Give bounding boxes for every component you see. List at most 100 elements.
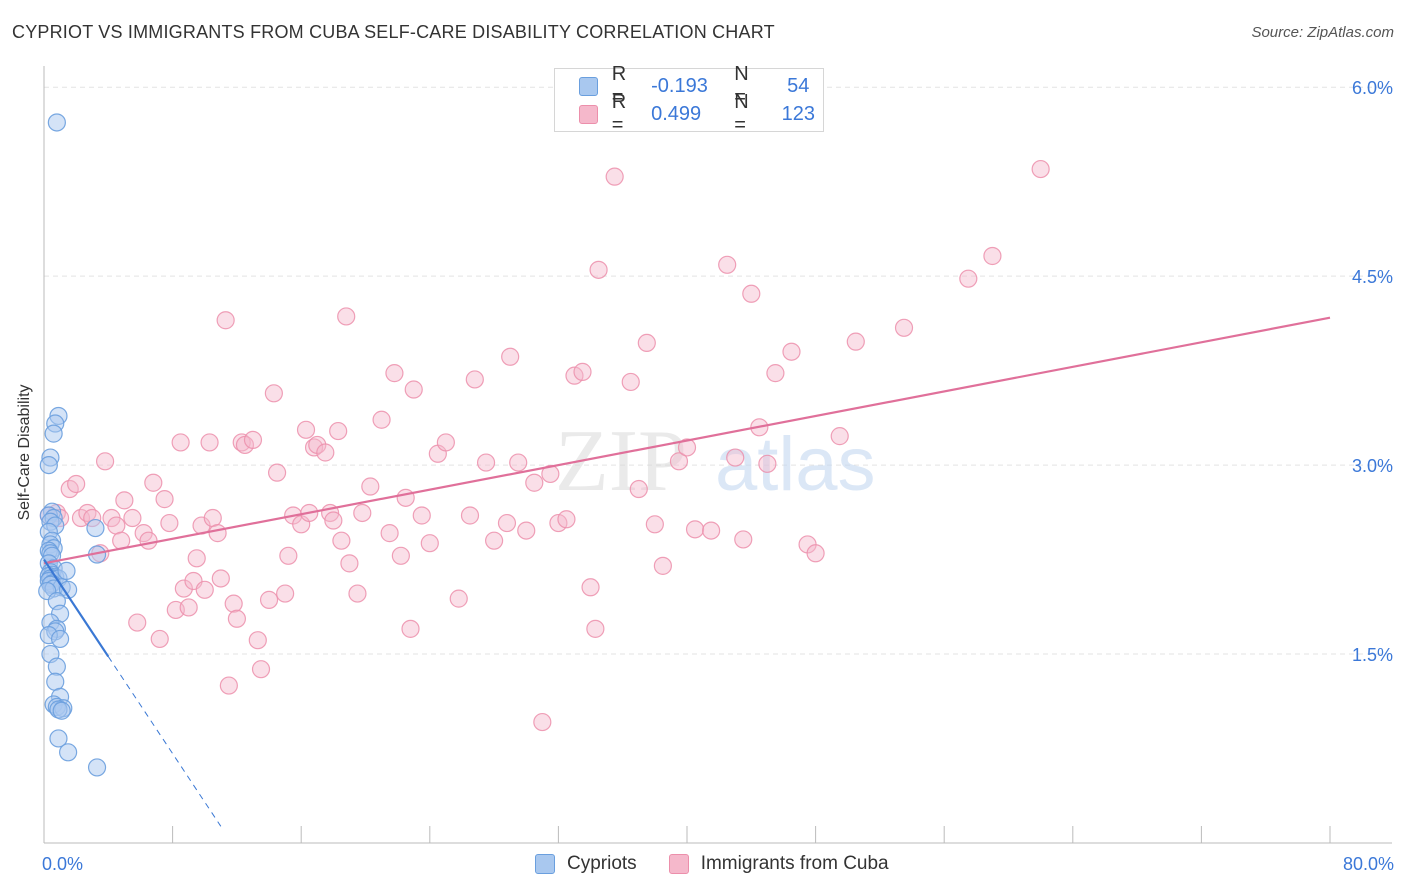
cuba-point xyxy=(391,546,410,565)
x-tick-label-max: 80.0% xyxy=(1343,854,1394,874)
cuba-point xyxy=(533,712,552,732)
cuba-point xyxy=(67,474,86,494)
cuba-point xyxy=(742,284,761,303)
cuba-point xyxy=(758,454,777,473)
chart-title: CYPRIOT VS IMMIGRANTS FROM CUBA SELF-CAR… xyxy=(12,22,775,42)
cuba-point xyxy=(203,508,222,528)
cuba-point xyxy=(316,443,335,462)
cuba-point xyxy=(476,453,496,472)
cuba-point xyxy=(629,479,648,499)
cuba-point xyxy=(404,380,423,399)
cuba-point xyxy=(171,433,190,452)
y-tick-label: 1.5% xyxy=(1352,645,1393,665)
y-tick-label: 3.0% xyxy=(1352,456,1393,476)
cuba-point xyxy=(1031,159,1050,179)
cuba-point xyxy=(348,584,367,603)
tick-labels: 1.5% 3.0% 4.5% 6.0% 0.0% 80.0% xyxy=(42,78,1394,874)
cuba-point xyxy=(232,433,251,452)
cuba-point xyxy=(959,269,978,288)
cypriot-point xyxy=(44,424,63,443)
cuba-point xyxy=(685,520,705,539)
cypriot-point xyxy=(52,701,71,720)
legend-item-cuba[interactable]: Immigrants from Cuba xyxy=(668,853,889,875)
cuba-point xyxy=(128,613,147,632)
grid-lines xyxy=(44,86,1392,655)
cuba-point xyxy=(329,421,348,441)
cuba-point xyxy=(155,490,174,509)
cuba-point xyxy=(726,448,745,467)
blue-swatch xyxy=(579,76,598,96)
cuba-point xyxy=(702,521,721,540)
cuba-point xyxy=(436,433,455,452)
legend-n-value: 54 xyxy=(787,74,810,97)
cuba-point xyxy=(216,311,235,330)
series-legend: Cypriots Immigrants from Cuba xyxy=(535,851,921,877)
legend-item-cypriots[interactable]: Cypriots xyxy=(535,853,637,875)
cuba-point xyxy=(279,546,298,565)
cuba-point xyxy=(501,347,520,366)
cuba-point xyxy=(525,473,544,492)
cypriot-point xyxy=(86,518,105,538)
cuba-point xyxy=(605,167,624,186)
pink-swatch xyxy=(579,104,598,124)
legend-n-label: N = xyxy=(734,91,749,136)
cypriot-trend-line xyxy=(43,558,110,658)
cuba-point xyxy=(78,503,97,523)
cuba-point xyxy=(573,362,592,381)
cuba-point xyxy=(806,544,825,563)
y-axis-label: Self-Care Disability xyxy=(16,384,33,520)
cuba-point xyxy=(372,410,391,429)
cypriot-point xyxy=(49,729,68,748)
zipatlas-watermark: ZIP atlas xyxy=(555,413,876,510)
cuba-point xyxy=(304,438,324,457)
cuba-point xyxy=(380,524,399,543)
cypriot-trend-extension xyxy=(107,656,222,827)
cuba-point xyxy=(830,427,849,446)
legend-n-label: N = xyxy=(734,63,749,108)
cuba-point xyxy=(449,589,468,608)
correlation-legend: R = -0.193 N = 54 R = 0.499 N = 123 xyxy=(554,63,824,136)
y-tick-label: 6.0% xyxy=(1352,78,1393,98)
cuba-point xyxy=(144,473,163,492)
cuba-point xyxy=(251,660,271,679)
cuba-point xyxy=(195,580,214,599)
cuba-point xyxy=(160,513,179,533)
cuba-point xyxy=(401,619,420,638)
cuba-point xyxy=(465,370,484,389)
cuba-point xyxy=(224,594,243,613)
legend-r-value: -0.193 xyxy=(651,74,708,97)
cuba-point xyxy=(653,556,672,575)
cuba-swatch xyxy=(668,854,689,874)
cuba-point xyxy=(396,488,415,507)
cypriot-point xyxy=(57,561,76,581)
cuba-point xyxy=(219,676,238,695)
cuba-point xyxy=(782,342,801,361)
legend-label-cuba: Immigrants from Cuba xyxy=(700,853,889,874)
cypriots-points xyxy=(38,113,107,777)
cuba-point xyxy=(179,598,198,617)
cypriot-point xyxy=(50,629,70,649)
cuba-point xyxy=(187,549,206,568)
immigrants-from-cuba-points xyxy=(39,159,1050,732)
cuba-point xyxy=(589,260,608,279)
trend-lines xyxy=(43,316,1331,827)
cuba-point xyxy=(340,554,359,573)
cuba-point xyxy=(243,430,263,450)
cuba-point xyxy=(677,438,697,457)
cuba-point xyxy=(296,420,316,439)
cuba-point xyxy=(983,246,1002,266)
legend-row-cypriots: R = -0.193 N = 54 xyxy=(579,63,823,108)
cuba-point xyxy=(361,477,380,496)
cuba-point xyxy=(267,463,287,482)
cypriot-point xyxy=(47,657,66,676)
cypriot-point xyxy=(46,672,65,691)
cuba-point xyxy=(766,364,785,383)
cuba-point xyxy=(248,631,267,650)
cuba-point xyxy=(259,590,279,609)
cuba-point xyxy=(174,579,193,598)
cuba-point xyxy=(107,516,126,535)
cuba-point xyxy=(123,508,142,528)
cuba-point xyxy=(385,364,404,383)
source-label: Source: ZipAtlas.com xyxy=(1251,24,1394,41)
cuba-point xyxy=(412,506,431,525)
